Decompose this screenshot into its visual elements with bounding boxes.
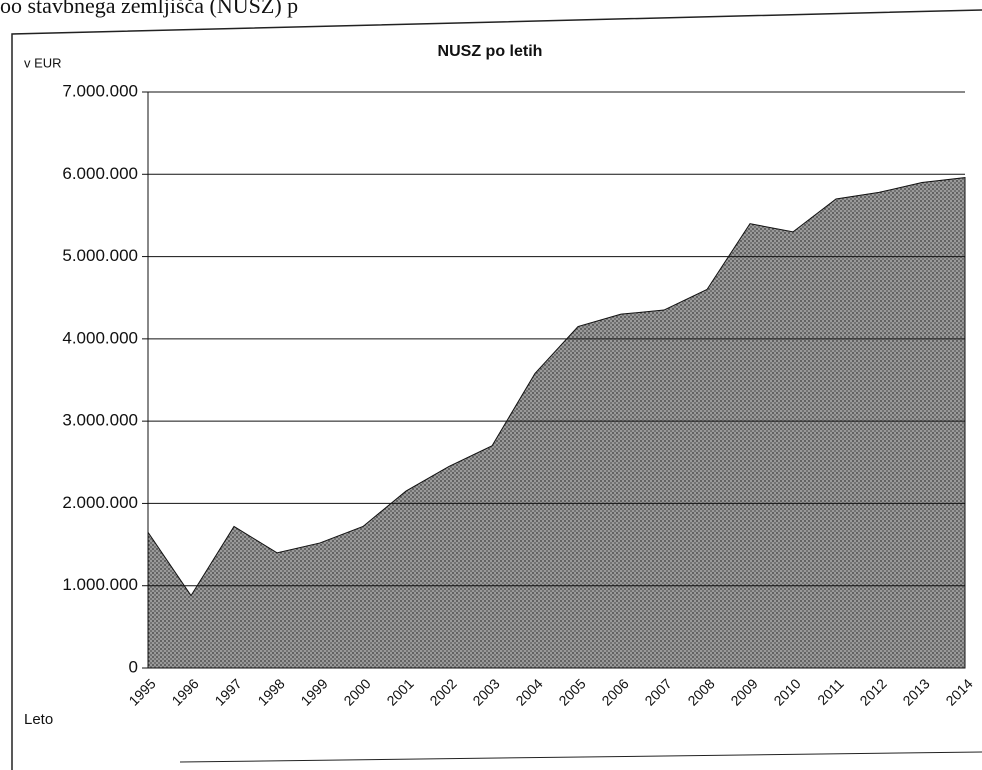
y-tick-label: 3.000.000 (62, 411, 138, 430)
y-tick-label: 2.000.000 (62, 493, 138, 512)
x-tick-label: 1999 (297, 675, 330, 708)
caption: oo stavbnega zemljišča (NUSZ) p (0, 0, 298, 18)
x-tick-label: 2009 (727, 675, 760, 708)
y-tick-label: 5.000.000 (62, 246, 138, 265)
x-tick-label: 2011 (814, 675, 847, 708)
y-tick-label: 0 (129, 657, 138, 676)
x-tick-label: 2008 (684, 675, 717, 708)
x-axis-label: Leto (24, 711, 53, 728)
y-axis-label: v EUR (24, 55, 62, 70)
y-tick-label: 6.000.000 (62, 164, 138, 183)
area (147, 177, 966, 669)
x-tick-label: 2013 (899, 675, 932, 708)
x-tick-label: 2002 (426, 675, 459, 708)
frame (11, 9, 982, 770)
x-tick-label: 1995 (125, 675, 158, 708)
x-tick-label: 1997 (211, 675, 244, 708)
x-tick-label: 2012 (856, 675, 889, 708)
x-tick-label: 1998 (254, 675, 287, 708)
x-tick-label: 2003 (469, 675, 502, 708)
x-tick-label: 2000 (340, 675, 373, 708)
x-tick-label: 2010 (770, 675, 803, 708)
y-tick-label: 4.000.000 (62, 328, 138, 347)
y-tick-label: 7.000.000 (62, 81, 138, 100)
x-tick-label: 2014 (942, 675, 975, 708)
x-tick-label: 2006 (598, 675, 631, 708)
x-tick-label: 2004 (512, 675, 545, 708)
x-tick-label: 2001 (383, 675, 416, 708)
frame-bottom (179, 751, 982, 763)
x-tick-label: 2005 (555, 675, 588, 708)
chart-title: NUSZ po letih (438, 43, 543, 60)
x-tick-label: 2007 (641, 675, 674, 708)
x-tick-label: 1996 (168, 675, 201, 708)
y-tick-label: 1.000.000 (62, 575, 138, 594)
